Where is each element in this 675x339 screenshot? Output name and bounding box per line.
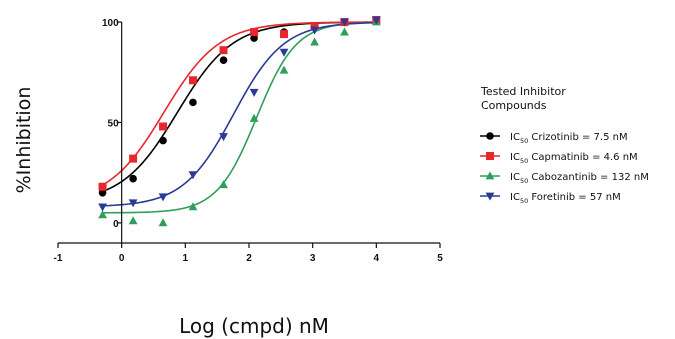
legend-marker <box>486 132 494 140</box>
x-tick-label: 1 <box>183 253 189 264</box>
data-point-series-1 <box>189 98 197 107</box>
fit-curve-series-4 <box>102 21 377 207</box>
data-point-series-2 <box>310 22 319 31</box>
data-point-series-3 <box>128 216 138 225</box>
data-point-series-4 <box>98 203 107 212</box>
data-point-series-4 <box>310 26 319 35</box>
data-point-series-3 <box>98 210 107 219</box>
legend-label-subscript: 50 <box>520 157 528 165</box>
legend-label-prefix: IC <box>510 132 520 143</box>
y-axis-title: %Inhibition <box>13 87 35 194</box>
data-point-series-2 <box>250 28 259 37</box>
fit-curve-series-2 <box>102 21 377 186</box>
legend-label: IC50 Foretinib = 57 nM <box>510 192 621 205</box>
data-point-series-3 <box>219 180 228 189</box>
data-point-series-2 <box>159 122 168 131</box>
data-point-series-2 <box>188 76 197 85</box>
data-point-series-4 <box>188 171 198 180</box>
data-point-series-3 <box>310 37 319 46</box>
fit-curves <box>102 21 377 214</box>
data-point-series-4 <box>340 18 349 27</box>
fit-curve-series-3 <box>102 21 377 214</box>
x-axis-title: Log (cmpd) nM <box>179 314 329 338</box>
legend-label-name: Crizotinib = 7.5 nM <box>528 132 627 143</box>
data-point-series-3 <box>249 113 259 122</box>
y-tick-label: 0 <box>113 219 119 230</box>
x-tick-label: -1 <box>54 253 63 264</box>
data-point-series-2 <box>219 46 228 55</box>
legend-label-name: Cabozantinib = 132 nM <box>528 172 649 183</box>
legend-title-line-1: Tested Inhibitor <box>480 85 566 98</box>
data-point-series-2 <box>129 154 138 163</box>
data-point-series-1 <box>219 56 228 64</box>
y-tick-label: 100 <box>102 18 119 29</box>
legend-label-prefix: IC <box>510 152 520 163</box>
x-tick-label: 5 <box>437 253 443 264</box>
data-point-series-3 <box>340 27 349 36</box>
legend-title-line-2: Compounds <box>481 99 547 112</box>
data-point-series-4 <box>219 133 228 142</box>
data-point-series-1 <box>98 188 107 197</box>
legend-label-subscript: 50 <box>520 177 528 185</box>
data-point-series-1 <box>250 34 258 42</box>
legend-label: IC50 Cabozantinib = 132 nM <box>510 172 649 185</box>
data-point-series-3 <box>279 65 289 74</box>
x-tick-label: 2 <box>246 253 252 264</box>
x-tick-label: 3 <box>310 253 316 264</box>
data-point-series-4 <box>249 88 259 97</box>
legend-marker <box>485 192 495 201</box>
legend-label: IC50 Crizotinib = 7.5 nM <box>510 132 628 145</box>
x-tick-label: 0 <box>119 253 125 264</box>
legend-marker <box>486 152 494 160</box>
x-tick-label: 4 <box>374 253 380 264</box>
data-point-series-1 <box>159 136 167 145</box>
axes: -1 0 1 2 3 4 5 0 50 100 <box>54 18 444 264</box>
legend-label-subscript: 50 <box>520 197 528 205</box>
data-point-series-2 <box>98 182 107 191</box>
legend: Tested Inhibitor Compounds IC50 Crizotin… <box>480 85 649 205</box>
legend-label-prefix: IC <box>510 192 520 203</box>
data-points <box>98 16 381 227</box>
data-point-series-1 <box>129 174 137 183</box>
legend-label-subscript: 50 <box>520 137 528 145</box>
y-axis-ticks: 0 50 100 <box>102 18 122 230</box>
legend-label-name: Capmatinib = 4.6 nM <box>528 152 637 163</box>
legend-marker <box>485 171 495 180</box>
data-point-series-4 <box>158 193 168 202</box>
fit-curve-series-1 <box>102 21 377 193</box>
data-point-series-3 <box>158 218 168 227</box>
y-tick-label: 50 <box>108 118 120 129</box>
data-point-series-2 <box>280 30 289 39</box>
legend-label-prefix: IC <box>510 172 520 183</box>
data-point-series-4 <box>371 16 381 25</box>
x-axis-ticks: -1 0 1 2 3 4 5 <box>54 243 443 264</box>
data-point-series-4 <box>279 48 289 57</box>
legend-label: IC50 Capmatinib = 4.6 nM <box>510 152 638 165</box>
legend-label-name: Foretinib = 57 nM <box>528 192 621 203</box>
data-point-series-4 <box>128 199 138 208</box>
data-point-series-3 <box>188 202 198 211</box>
